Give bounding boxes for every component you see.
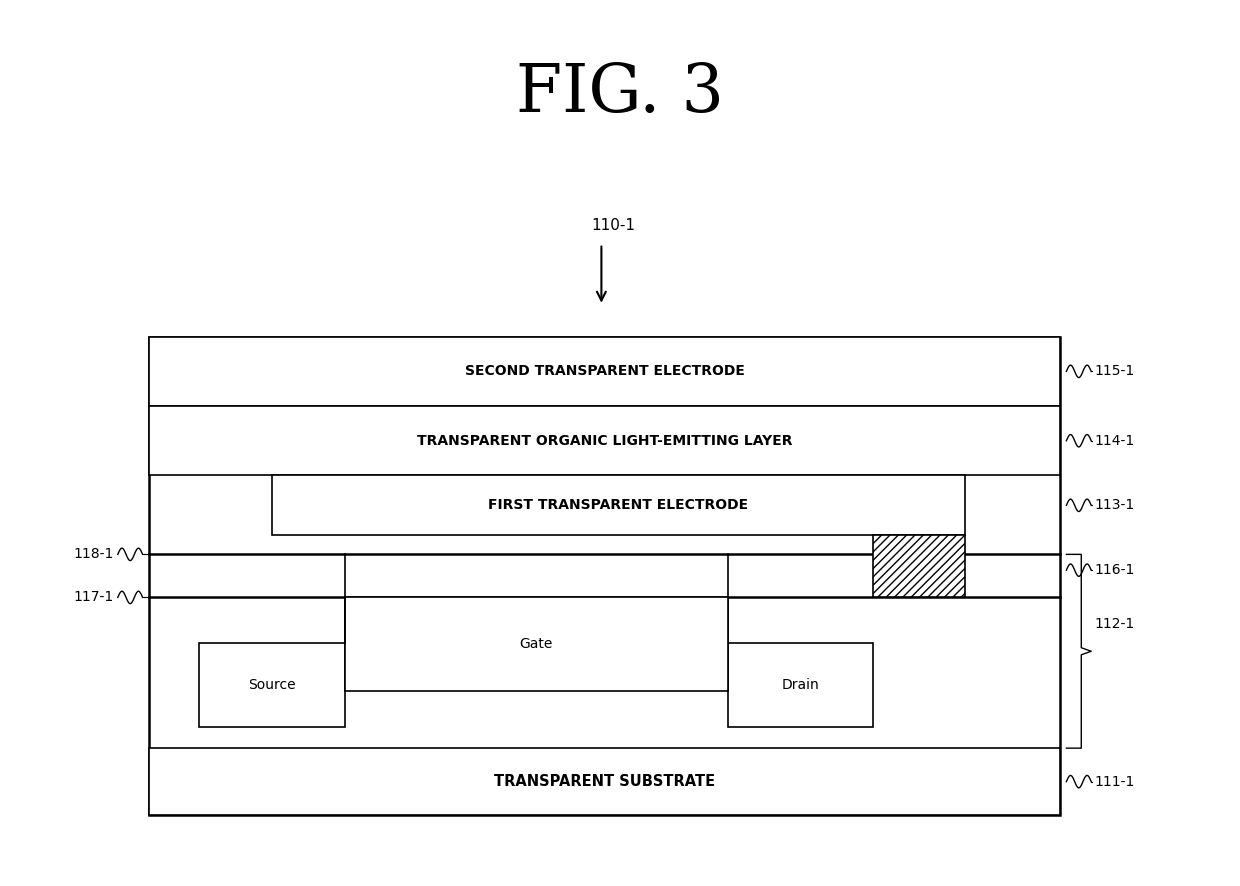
Text: 117-1: 117-1: [74, 590, 114, 604]
Text: 115-1: 115-1: [1095, 364, 1135, 378]
Bar: [272, 476, 965, 535]
Bar: [149, 337, 1060, 815]
Bar: [149, 337, 1060, 406]
Text: SECOND TRANSPARENT ELECTRODE: SECOND TRANSPARENT ELECTRODE: [465, 364, 744, 378]
Text: Drain: Drain: [781, 678, 820, 692]
Bar: [198, 643, 345, 727]
Text: Gate: Gate: [520, 637, 553, 651]
Text: 111-1: 111-1: [1095, 774, 1136, 789]
Text: 113-1: 113-1: [1095, 498, 1135, 512]
Text: FIG. 3: FIG. 3: [516, 60, 724, 126]
Bar: [728, 643, 873, 727]
Bar: [149, 748, 1060, 815]
Bar: [873, 535, 965, 597]
Text: 116-1: 116-1: [1095, 563, 1136, 577]
Text: TRANSPARENT ORGANIC LIGHT-EMITTING LAYER: TRANSPARENT ORGANIC LIGHT-EMITTING LAYER: [417, 434, 792, 447]
Bar: [345, 597, 728, 691]
Text: 118-1: 118-1: [73, 548, 114, 562]
Text: FIRST TRANSPARENT ELECTRODE: FIRST TRANSPARENT ELECTRODE: [489, 498, 748, 512]
Text: 114-1: 114-1: [1095, 434, 1135, 447]
Text: TRANSPARENT SUBSTRATE: TRANSPARENT SUBSTRATE: [494, 774, 715, 789]
Bar: [149, 406, 1060, 476]
Text: 112-1: 112-1: [1095, 617, 1135, 631]
Text: Source: Source: [248, 678, 295, 692]
Text: 110-1: 110-1: [591, 218, 636, 233]
